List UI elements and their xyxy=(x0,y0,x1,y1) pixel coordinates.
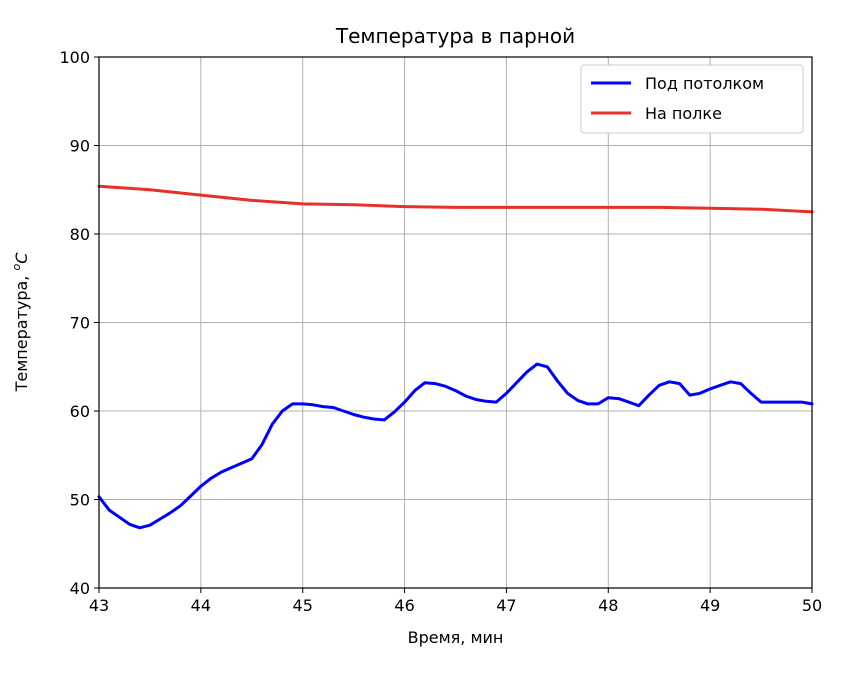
y-axis-ticks: 40 50 60 70 80 90 100 xyxy=(59,48,99,598)
x-tick-label: 50 xyxy=(802,596,822,615)
series-line-1 xyxy=(97,362,814,530)
y-tick-label: 70 xyxy=(70,314,90,333)
y-tick-label: 60 xyxy=(70,402,90,421)
y-tick-label: 80 xyxy=(70,225,90,244)
legend-label-series-1: Под потолком xyxy=(645,74,764,93)
x-tick-label: 46 xyxy=(394,596,414,615)
legend: Под потолком На полке xyxy=(580,64,804,134)
y-axis-label-superscript: o xyxy=(10,264,23,271)
legend-label-series-2: На полке xyxy=(645,104,722,123)
legend-box xyxy=(580,64,804,134)
x-tick-label: 43 xyxy=(89,596,109,615)
x-tick-label: 49 xyxy=(700,596,720,615)
x-tick-label: 47 xyxy=(496,596,516,615)
x-tick-label: 48 xyxy=(598,596,618,615)
x-tick-label: 44 xyxy=(191,596,211,615)
chart-title: Температура в парной xyxy=(335,24,575,48)
y-axis-label-prefix: Температура, xyxy=(12,271,31,393)
y-tick-label: 40 xyxy=(70,579,90,598)
x-axis-ticks: 43 44 45 46 47 48 49 50 xyxy=(89,588,822,615)
y-tick-label: 90 xyxy=(70,137,90,156)
y-axis-label-unit: C xyxy=(12,252,31,264)
x-axis-label: Время, мин xyxy=(408,628,504,647)
y-axis-label: Температура, oC xyxy=(10,252,31,393)
y-tick-label: 100 xyxy=(59,48,90,67)
x-tick-label: 45 xyxy=(293,596,313,615)
y-tick-label: 50 xyxy=(70,491,90,510)
series-line-2 xyxy=(97,184,814,214)
series-layer xyxy=(97,184,814,530)
